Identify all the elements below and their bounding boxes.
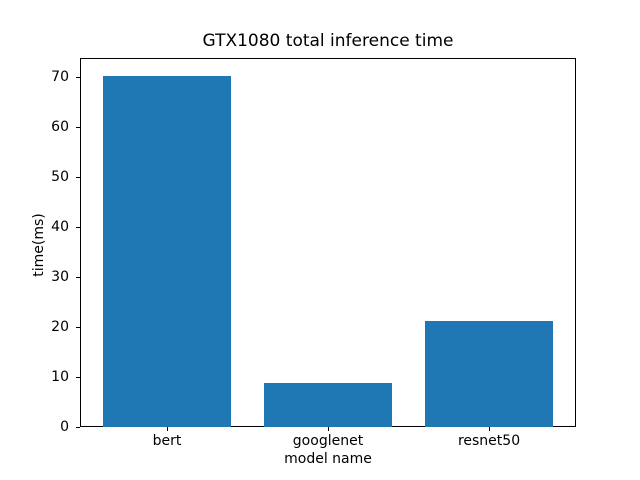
chart-title: GTX1080 total inference time <box>202 31 454 51</box>
bar-googlenet <box>263 382 393 427</box>
y-tick-mark <box>76 427 80 428</box>
y-tick-mark <box>76 377 80 378</box>
x-tick-mark <box>166 427 168 431</box>
x-tick-mark <box>489 427 491 431</box>
y-tick-mark <box>76 177 80 178</box>
y-tick-mark <box>76 77 80 78</box>
y-tick-label-40: 40 <box>51 219 69 235</box>
y-tick-label-70: 70 <box>51 69 69 85</box>
x-axis-label: model name <box>284 451 372 467</box>
y-tick-label-20: 20 <box>51 319 69 335</box>
y-tick-mark <box>76 227 80 228</box>
plot-area <box>80 58 576 427</box>
y-tick-mark <box>76 277 80 278</box>
x-tick-label-bert: bert <box>152 433 182 449</box>
x-tick-label-googlenet: googlenet <box>292 433 364 449</box>
y-tick-label-60: 60 <box>51 119 69 135</box>
bar-resnet50 <box>424 321 554 427</box>
bar-bert <box>102 75 232 427</box>
y-tick-label-10: 10 <box>51 369 69 385</box>
y-tick-label-50: 50 <box>51 169 69 185</box>
x-tick-mark <box>328 427 329 431</box>
y-tick-label-0: 0 <box>60 419 69 435</box>
y-tick-mark <box>76 127 80 128</box>
x-tick-label-resnet50: resnet50 <box>457 433 521 449</box>
y-tick-label-30: 30 <box>51 269 69 285</box>
y-tick-mark <box>76 327 80 328</box>
